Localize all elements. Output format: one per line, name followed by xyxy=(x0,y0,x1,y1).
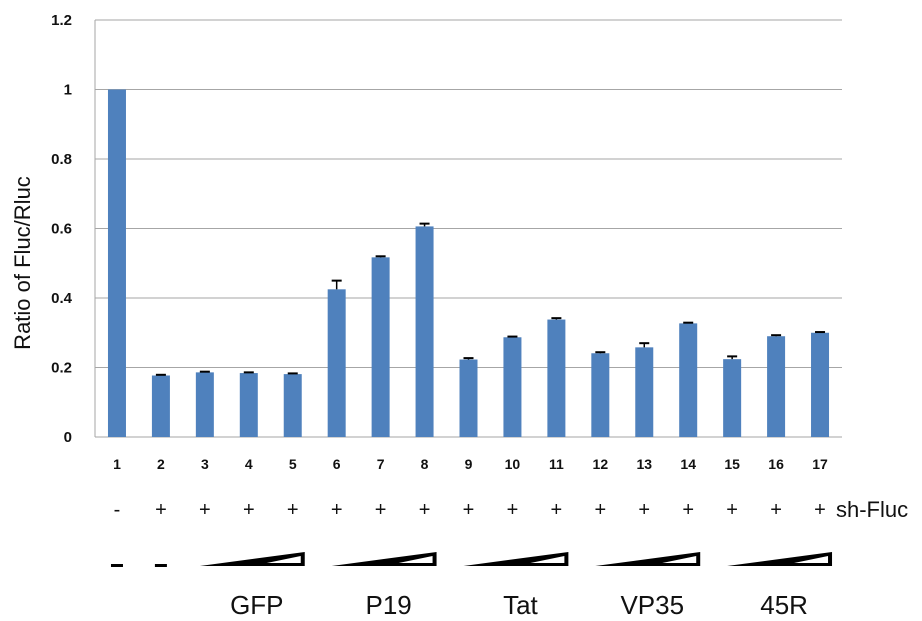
x-tick-label: 8 xyxy=(421,456,429,472)
group-label: 45R xyxy=(760,590,808,620)
x-tick-label: 12 xyxy=(593,456,609,472)
sh-fluc-signs: - + + + + + + + + + + + + + + + + xyxy=(114,499,826,521)
y-tick-label: 0.8 xyxy=(51,151,72,168)
x-tick-label: 7 xyxy=(377,456,385,472)
sh-fluc-sign: + xyxy=(419,499,431,521)
dose-wedge-highlight xyxy=(266,556,301,563)
x-tick-label: 2 xyxy=(157,456,165,472)
bar xyxy=(591,353,610,437)
sh-fluc-sign: + xyxy=(155,499,167,521)
bar xyxy=(459,359,478,437)
sh-fluc-sign: + xyxy=(243,499,255,521)
no-treatment-dash xyxy=(154,564,167,567)
bar xyxy=(151,375,170,437)
bar xyxy=(107,89,126,437)
sh-fluc-sign: + xyxy=(199,499,211,521)
bar xyxy=(415,226,434,437)
y-tick-label: 1.2 xyxy=(51,12,72,29)
y-tick-label: 0.2 xyxy=(51,360,72,377)
sh-fluc-sign: + xyxy=(770,499,782,521)
treatment-row: GFP P19 Tat VP35 45R xyxy=(110,552,833,620)
y-tick-label: 0.6 xyxy=(51,221,72,238)
sh-fluc-sign: + xyxy=(463,499,475,521)
bars xyxy=(107,89,830,437)
group-label: P19 xyxy=(365,590,411,620)
bar xyxy=(503,337,522,437)
dose-wedge-highlight xyxy=(398,556,433,563)
sh-fluc-sign: + xyxy=(814,499,826,521)
y-tick-label: 1 xyxy=(64,82,72,99)
y-tick-label: 0 xyxy=(64,429,72,446)
sh-fluc-label: sh-Fluc xyxy=(836,497,908,522)
bar xyxy=(767,336,786,437)
bar xyxy=(195,372,214,437)
no-treatment-dash xyxy=(110,564,123,567)
bar xyxy=(547,319,566,437)
bar xyxy=(811,332,830,437)
group-label: GFP xyxy=(230,590,283,620)
bar xyxy=(283,374,302,437)
sh-fluc-sign: + xyxy=(638,499,650,521)
x-tick-label: 3 xyxy=(201,456,209,472)
x-tick-label: 4 xyxy=(245,456,253,472)
x-tick-label: 17 xyxy=(812,456,828,472)
bar xyxy=(371,257,390,437)
bar xyxy=(635,347,654,437)
sh-fluc-sign: + xyxy=(551,499,563,521)
dose-wedge-highlight xyxy=(530,556,565,563)
x-tick-label: 11 xyxy=(549,456,564,472)
x-tick-label: 9 xyxy=(465,456,473,472)
sh-fluc-sign: - xyxy=(114,499,121,521)
sh-fluc-sign: + xyxy=(726,499,738,521)
x-tick-label: 6 xyxy=(333,456,341,472)
x-tick-label: 14 xyxy=(680,456,696,472)
sh-fluc-sign: + xyxy=(594,499,606,521)
y-axis-ticks: 0 0.2 0.4 0.6 0.8 1 1.2 xyxy=(51,12,73,446)
x-tick-label: 13 xyxy=(636,456,652,472)
bar xyxy=(679,323,698,437)
error-bars xyxy=(155,222,826,376)
y-tick-label: 0.4 xyxy=(51,290,73,307)
sh-fluc-sign: + xyxy=(375,499,387,521)
bar xyxy=(239,373,258,437)
sh-fluc-sign: + xyxy=(331,499,343,521)
bar xyxy=(723,359,742,437)
x-tick-label: 1 xyxy=(113,456,121,472)
grid xyxy=(94,19,842,438)
x-axis-ticks: 1 2 3 4 5 6 7 8 9 10 11 12 13 14 15 16 17 xyxy=(113,456,828,472)
sh-fluc-sign: + xyxy=(682,499,694,521)
x-tick-label: 5 xyxy=(289,456,297,472)
x-tick-label: 10 xyxy=(505,456,521,472)
y-axis-label: Ratio of Fluc/Rluc xyxy=(10,176,35,350)
dose-wedge-highlight xyxy=(662,556,697,563)
group-label: VP35 xyxy=(620,590,684,620)
x-tick-label: 15 xyxy=(724,456,740,472)
sh-fluc-sign: + xyxy=(287,499,299,521)
dose-wedge-highlight xyxy=(794,556,829,563)
bar xyxy=(327,289,346,437)
x-tick-label: 16 xyxy=(768,456,784,472)
group-label: Tat xyxy=(503,590,538,620)
sh-fluc-sign: + xyxy=(507,499,519,521)
